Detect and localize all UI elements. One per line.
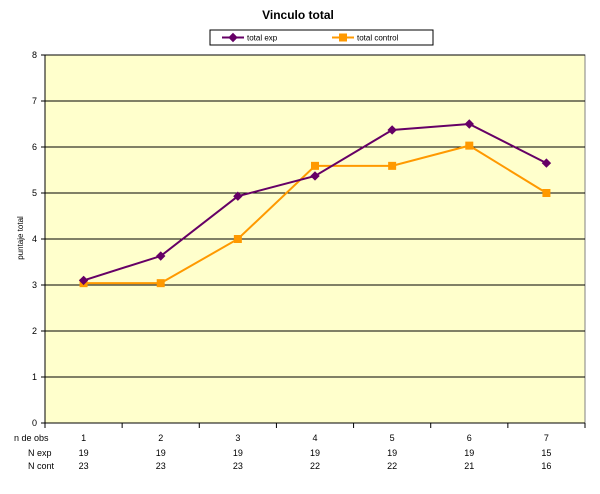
table-cell: 19 — [233, 448, 243, 458]
x-tick-label: 2 — [158, 433, 163, 443]
table-row-label: N exp — [28, 448, 52, 458]
legend-label: total control — [357, 34, 399, 43]
y-tick-label: 8 — [32, 50, 37, 60]
y-tick-label: 1 — [32, 372, 37, 382]
legend-item: total exp — [222, 32, 278, 43]
table-row-label: N cont — [28, 461, 55, 471]
data-point — [233, 235, 242, 243]
y-tick-label: 0 — [32, 418, 37, 428]
x-tick-label: 1 — [81, 433, 86, 443]
series-total-control — [79, 141, 551, 288]
x-axis: 1 2 3 4 5 6 7 — [44, 422, 586, 443]
data-point — [464, 119, 474, 129]
y-tick-label: 5 — [32, 188, 37, 198]
data-point — [387, 125, 397, 135]
table-cell: 19 — [310, 448, 320, 458]
data-point — [310, 171, 320, 181]
table-cell: 16 — [541, 461, 551, 471]
data-table: N exp 19 19 19 19 19 19 15 N cont 23 23 23 22 22 21 16 — [28, 448, 551, 471]
series-total-exp — [78, 119, 552, 286]
table-cell: 22 — [310, 461, 320, 471]
table-cell: 23 — [79, 461, 89, 471]
y-axis: 0 1 2 3 4 5 6 7 8 — [32, 50, 46, 428]
x-axis-label: n de obs — [14, 433, 49, 443]
data-point — [541, 158, 552, 168]
x-tick-label: 7 — [544, 433, 549, 443]
legend-item: total control — [332, 33, 399, 43]
y-tick-label: 7 — [32, 96, 37, 106]
table-cell: 19 — [79, 448, 89, 458]
x-tick-label: 3 — [235, 433, 240, 443]
gridlines — [45, 54, 585, 378]
x-tick-label: 6 — [467, 433, 472, 443]
series-layer — [78, 119, 552, 288]
data-point — [311, 161, 319, 170]
x-tick-label: 5 — [390, 433, 395, 443]
data-point — [156, 279, 165, 288]
data-point — [542, 189, 551, 197]
table-cell: 19 — [464, 448, 474, 458]
table-cell: 21 — [464, 461, 474, 471]
y-axis-label: puntaje total — [16, 216, 25, 260]
data-point — [465, 141, 474, 150]
y-tick-label: 2 — [32, 326, 37, 336]
legend-box — [209, 29, 434, 46]
legend-marker — [339, 33, 347, 42]
table-cell: 19 — [156, 448, 166, 458]
table-cell: 23 — [233, 461, 243, 471]
table-cell: 22 — [387, 461, 397, 471]
chart-title: Vinculo total — [262, 8, 334, 22]
table-cell: 19 — [387, 448, 397, 458]
table-cell: 15 — [541, 448, 551, 458]
y-tick-label: 3 — [32, 280, 37, 290]
data-point — [156, 251, 166, 261]
y-tick-label: 4 — [32, 234, 37, 244]
legend-label: total exp — [247, 34, 278, 43]
data-point — [233, 191, 243, 201]
x-tick-label: 4 — [312, 433, 317, 443]
y-tick-label: 6 — [32, 142, 37, 152]
data-point — [388, 161, 397, 170]
data-point — [78, 275, 89, 286]
legend-marker — [228, 32, 238, 43]
legend: total exp total control — [209, 29, 434, 46]
table-cell: 23 — [156, 461, 166, 471]
